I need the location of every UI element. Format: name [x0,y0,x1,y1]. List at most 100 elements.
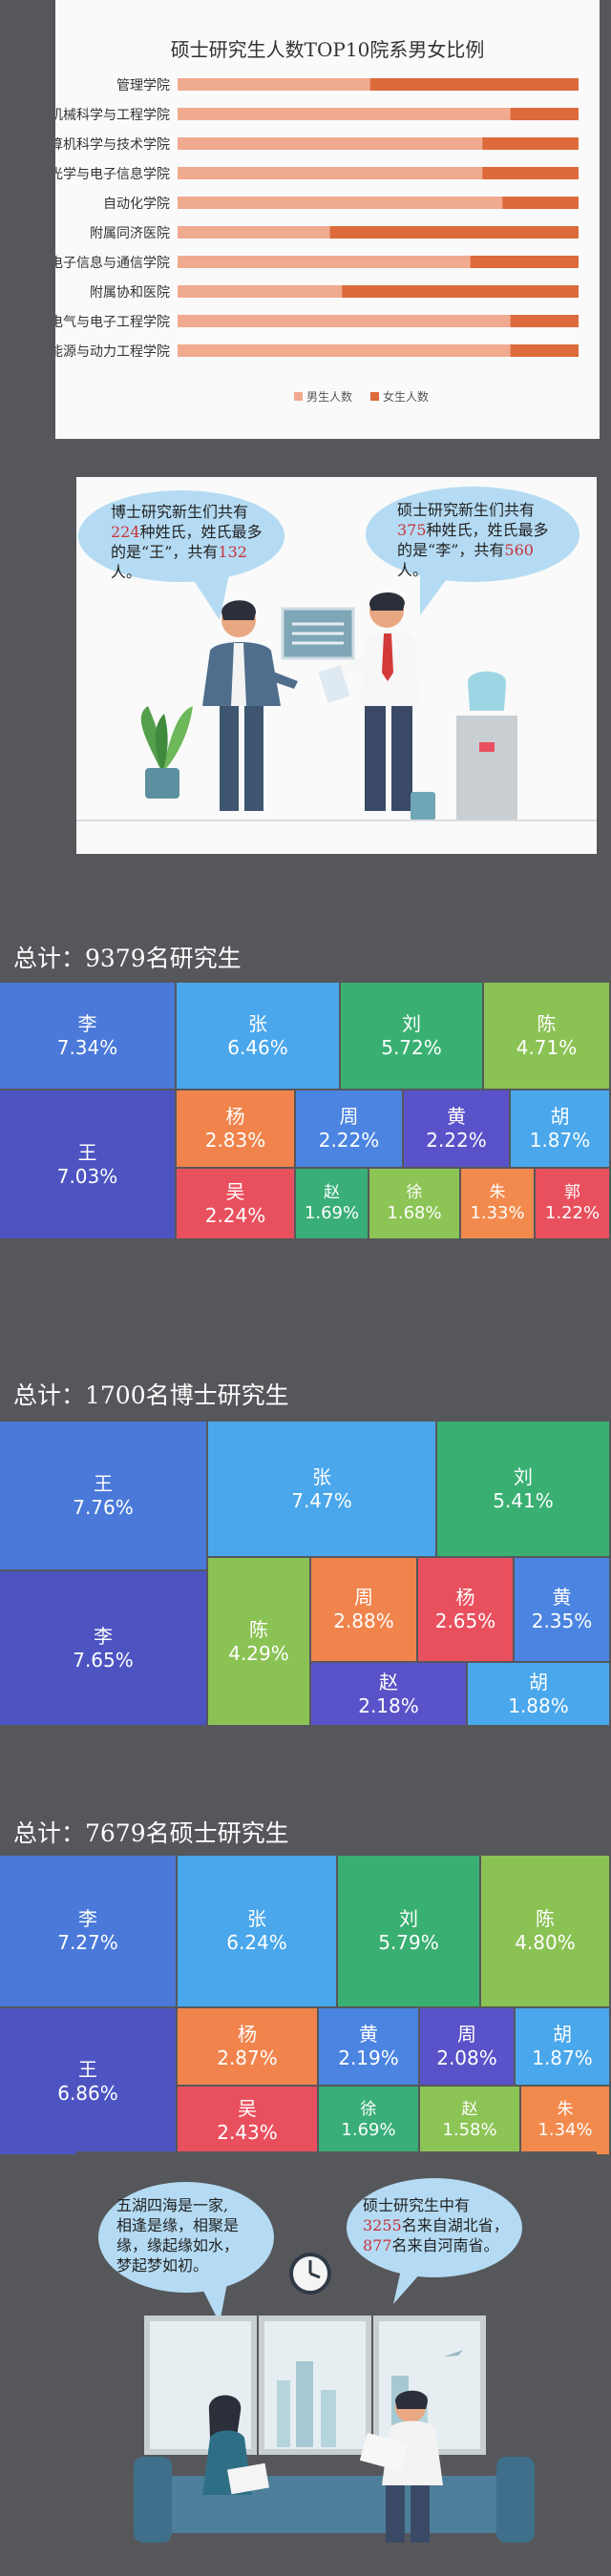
bubble-tail-right [420,572,449,615]
surname-label: 杨 [238,2023,257,2046]
airplane-icon [444,2350,463,2357]
speech-bubble-right-2 [347,2178,522,2277]
surname-label: 刘 [399,1907,418,1930]
speech-bubble-right [366,487,579,582]
treemap-tile: 王 7.03% [0,1091,177,1240]
treemap-tile: 陈 4.29% [208,1558,311,1727]
percent-label: 1.88% [508,1693,569,1717]
percent-label: 1.69% [341,2120,396,2140]
percent-label: 7.47% [291,1488,352,1512]
percent-label: 1.33% [470,1203,525,1223]
speech-text-right-2: 硕士研究生中有 3255名来自湖北省， 877名来自河南省。 [363,2196,509,2254]
bar-chart: 管理学院机械科学与工程学院计算机科学与技术学院光学与电子信息学院自动化学院附属同… [55,78,579,404]
percent-label: 1.22% [544,1203,600,1223]
surname-label: 吴 [238,2096,257,2120]
treemap-tile: 周 2.88% [311,1558,418,1663]
treemap-tile: 刘 5.72% [341,983,484,1091]
percent-label: 5.41% [493,1488,554,1512]
clock-icon [289,2253,331,2295]
percent-label: 7.65% [73,1648,134,1672]
surname-label: 朱 [557,2100,574,2119]
treemap-tile: 周 2.08% [420,2008,516,2087]
dialog-scene-1: 博士研究新生们共有224种姓氏，姓氏最多的是“王”，共有132人。 硕士研究新生… [76,477,597,854]
treemap-tile: 周 2.22% [296,1091,404,1169]
surname-label: 陈 [536,1907,555,1930]
bar-female [369,78,579,91]
speech-text-right: 硕士研究新生们共有375种姓氏，姓氏最多的是“李”，共有560人。 [397,501,549,579]
surname-label: 郭 [564,1183,580,1202]
bar-female [510,108,579,120]
treemap-tile: 黄 2.35% [515,1558,611,1663]
surname-label: 赵 [324,1183,340,1202]
water-cooler-icon [411,671,517,821]
treemap-tile: 张 6.24% [178,1856,338,2008]
bar-female [482,137,579,150]
treemap-tile: 李 7.27% [0,1856,178,2008]
bar-female [510,344,579,357]
surname-label: 刘 [514,1465,533,1488]
percent-label: 2.65% [434,1610,496,1632]
treemap-tile: 胡 1.88% [468,1663,611,1727]
treemap-tile: 吴 2.43% [178,2087,319,2156]
bar-female [482,167,579,179]
treemap-tile: 吴 2.24% [177,1169,296,1240]
treemap-phd-students: 王 7.76% 李 7.65% 张 7.47% 刘 5.41% 陈 4.29% 周 2.88% 杨 2.6… [0,1422,611,1727]
percent-label: 1.87% [529,1129,591,1152]
bar-male [178,197,503,209]
treemap-tile: 胡 1.87% [511,1091,611,1169]
percent-label: 1.87% [532,2046,593,2069]
treemap-master-students: 李 7.27% 王 6.86% 张 6.24% 刘 5.79% 陈 4.80% 杨 2.87% 吴 2.4… [0,1856,611,2156]
percent-label: 7.34% [56,1035,118,1059]
bar-male [178,256,471,268]
bar-male [178,78,370,91]
surname-label: 周 [354,1586,373,1609]
document-icon [318,665,350,703]
treemap-tile: 陈 4.71% [484,983,611,1091]
treemap-tile: 李 7.34% [0,983,177,1091]
surname-label: 赵 [379,1670,398,1693]
bar-male [178,167,483,179]
treemap-tile: 赵 1.58% [420,2087,521,2156]
surname-label: 李 [77,1011,97,1035]
percent-label: 2.19% [338,2046,399,2069]
surname-label: 周 [339,1105,359,1128]
surname-label: 张 [247,1907,266,1930]
treemap-3-title: 总计：7679名硕士研究生 [13,1819,289,1847]
category-label: 电子信息与通信学院 [55,255,170,271]
treemap-1-title: 总计：9379名研究生 [13,945,242,972]
treemap-tile: 杨 2.65% [418,1558,515,1663]
paper-icon [359,2432,409,2472]
percent-label: 2.43% [217,2120,278,2144]
surname-label: 王 [77,1140,97,1164]
percent-label: 4.29% [228,1641,289,1665]
treemap-tile: 王 6.86% [0,2008,178,2156]
treemap-tile: 杨 2.87% [178,2008,319,2087]
treemap-tile: 张 6.46% [177,983,341,1091]
surname-label: 王 [78,2057,97,2081]
surname-label: 徐 [360,2100,377,2119]
treemap-tile: 赵 1.69% [296,1169,369,1240]
category-label: 附属协和医院 [90,285,170,301]
speech-text-left: 博士研究新生们共有224种姓氏，姓氏最多的是“王”，共有132人。 [111,503,263,581]
woman-reading-figure [202,2395,269,2495]
surname-label: 周 [457,2023,476,2046]
percent-label: 5.79% [378,1931,439,1954]
bar-female [470,256,579,268]
speech-bubble-left-2 [98,2182,274,2293]
bar-male [178,344,511,357]
percent-label: 2.24% [204,1203,266,1227]
treemap-tile: 郭 1.22% [536,1169,611,1240]
treemap-2-title: 总计：1700名博士研究生 [13,1381,289,1409]
category-label: 计算机科学与技术学院 [55,137,170,153]
surname-label: 李 [94,1624,113,1648]
treemap-tile: 刘 5.79% [338,1856,481,2008]
surname-label: 吴 [225,1179,245,1203]
dialog-scene-2: 五湖四海是一家, 相逢是缘，相聚是 缘，缘起缘如水， 梦起梦如初。 硕士研究生中… [76,2151,597,2576]
treemap-tile: 黄 2.19% [319,2008,420,2087]
category-label: 能源与动力工程学院 [55,344,170,360]
category-label: 光学与电子信息学院 [55,166,170,182]
surname-label: 杨 [225,1105,245,1128]
percent-label: 5.72% [381,1035,442,1059]
percent-label: 2.35% [531,1610,593,1632]
percent-label: 2.87% [217,2046,278,2069]
